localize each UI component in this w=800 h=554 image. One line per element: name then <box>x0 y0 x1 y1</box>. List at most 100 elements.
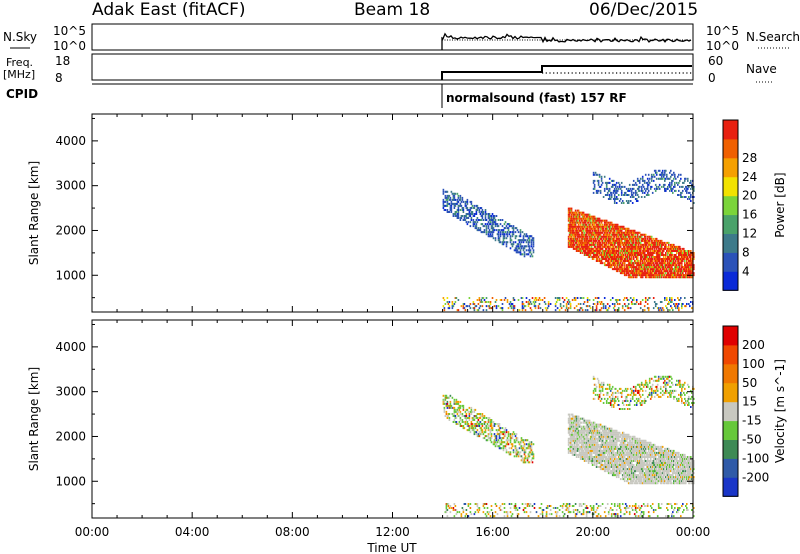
range-time-cell <box>513 505 516 507</box>
range-time-cell <box>506 515 509 518</box>
range-time-cell <box>613 223 616 226</box>
range-time-cell <box>611 233 614 236</box>
range-time-cell <box>579 247 582 250</box>
range-time-cell <box>587 239 590 242</box>
range-time-cell <box>512 241 515 244</box>
range-time-cell <box>586 221 589 224</box>
range-time-cell <box>482 433 485 436</box>
range-time-cell <box>636 177 639 180</box>
range-time-cell <box>678 274 680 277</box>
range-time-cell <box>687 509 689 511</box>
range-time-cell <box>613 247 616 250</box>
range-time-cell <box>577 429 580 432</box>
range-time-cell <box>573 429 576 432</box>
range-time-cell <box>597 217 600 220</box>
range-time-cell <box>612 235 615 238</box>
range-time-cell <box>642 185 645 188</box>
range-time-cell <box>603 235 606 238</box>
range-time-cell <box>625 252 628 254</box>
range-time-cell <box>483 421 486 423</box>
range-time-cell <box>667 187 669 190</box>
range-time-cell <box>625 297 628 299</box>
range-time-cell <box>684 266 686 269</box>
range-time-cell <box>463 415 466 417</box>
range-time-cell <box>494 445 497 448</box>
range-time-cell <box>661 243 664 246</box>
range-time-cell <box>672 191 674 194</box>
range-time-cell <box>580 513 583 516</box>
range-time-cell <box>604 264 607 267</box>
range-time-cell <box>475 223 478 226</box>
range-time-cell <box>674 254 676 256</box>
range-time-cell <box>680 247 682 250</box>
range-time-cell <box>562 301 565 303</box>
range-time-cell <box>614 227 617 230</box>
range-time-cell <box>623 274 626 277</box>
range-time-cell <box>628 276 631 279</box>
range-time-cell <box>688 254 690 256</box>
range-time-cell <box>527 245 530 248</box>
range-time-cell <box>682 247 684 250</box>
range-time-cell <box>623 507 626 509</box>
range-time-cell <box>652 173 655 176</box>
range-time-cell <box>600 239 603 242</box>
range-time-cell <box>672 179 674 182</box>
range-time-cell <box>691 270 693 273</box>
range-time-cell <box>506 437 509 440</box>
range-time-cell <box>628 183 631 186</box>
range-time-cell <box>669 309 671 312</box>
range-time-cell <box>638 272 641 275</box>
range-time-cell <box>586 429 589 432</box>
range-time-cell <box>599 225 602 228</box>
range-time-cell <box>579 297 582 299</box>
range-time-cell <box>577 247 580 250</box>
range-time-cell <box>585 421 588 424</box>
range-time-cell <box>500 299 503 301</box>
range-time-cell <box>442 398 445 401</box>
range-time-cell <box>629 200 632 202</box>
range-time-cell <box>570 209 573 212</box>
range-time-cell <box>624 235 627 238</box>
range-time-cell <box>490 217 493 219</box>
range-time-cell <box>504 227 507 230</box>
range-time-cell <box>661 274 664 277</box>
range-time-cell <box>653 243 656 246</box>
range-time-cell <box>643 262 646 265</box>
range-time-cell <box>613 187 616 190</box>
range-time-cell <box>510 515 513 518</box>
range-time-cell <box>508 231 511 234</box>
range-time-cell <box>662 256 665 258</box>
range-time-cell <box>634 245 637 248</box>
range-time-cell <box>604 243 607 246</box>
range-time-cell <box>587 229 590 232</box>
range-time-cell <box>667 256 669 258</box>
range-time-cell <box>617 231 620 234</box>
range-time-cell <box>615 227 618 230</box>
range-time-cell <box>445 507 448 509</box>
range-time-cell <box>575 417 578 420</box>
range-time-cell <box>690 256 692 258</box>
range-time-cell <box>589 456 592 458</box>
range-time-cell <box>642 268 645 271</box>
range-time-cell <box>589 227 592 230</box>
range-time-cell <box>460 200 463 203</box>
range-time-cell <box>499 443 502 446</box>
range-time-cell <box>442 188 445 191</box>
range-time-cell <box>626 245 629 248</box>
range-time-cell <box>469 215 472 217</box>
range-time-cell <box>636 258 639 260</box>
range-time-cell <box>475 431 478 434</box>
range-time-cell <box>638 264 641 267</box>
range-time-cell <box>575 225 578 228</box>
range-time-cell <box>649 270 652 273</box>
colorbar-tick-label: 28 <box>742 151 757 165</box>
range-time-cell <box>485 301 488 303</box>
range-time-cell <box>618 229 621 232</box>
range-time-cell <box>457 217 460 219</box>
range-time-cell <box>587 423 590 426</box>
range-time-cell <box>599 241 602 244</box>
range-time-cell <box>640 272 643 275</box>
freq-trace <box>441 65 692 80</box>
range-time-cell <box>462 511 465 514</box>
range-time-cell <box>618 252 621 254</box>
